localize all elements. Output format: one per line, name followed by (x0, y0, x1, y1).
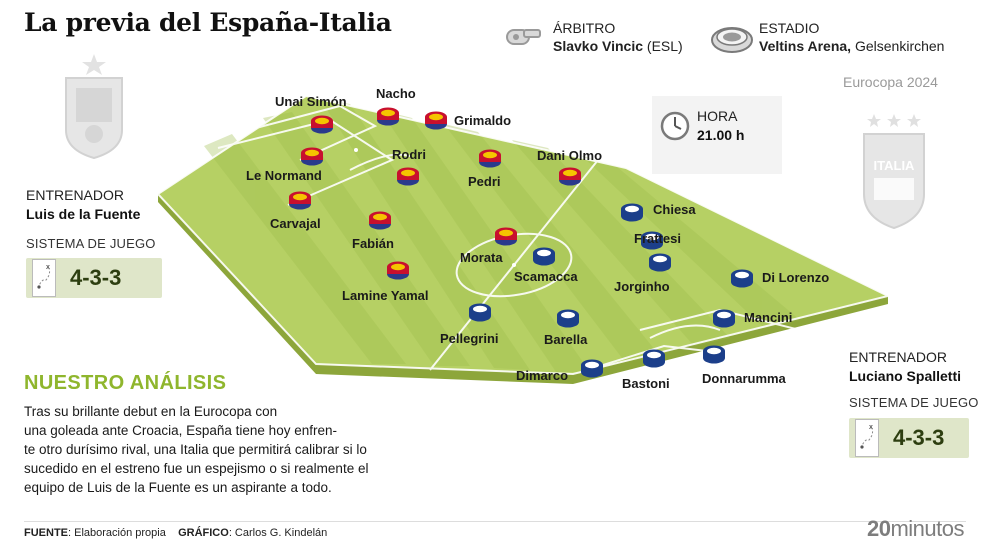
italy-player-name: Mancini (744, 310, 793, 325)
italy-player-marker (556, 307, 580, 334)
page-title: La previa del España-Italia (24, 8, 392, 37)
spain-player-name: Unai Simón (275, 94, 347, 109)
spain-player-marker (310, 113, 334, 140)
italy-player-name: Jorginho (614, 279, 670, 294)
italy-player-name: Donnarumma (702, 371, 786, 386)
italy-player-marker (702, 343, 726, 370)
stadium-icon (711, 27, 753, 53)
spain-player-marker (478, 147, 502, 174)
italy-player-name: Bastoni (622, 376, 670, 391)
time-value: 21.00 h (697, 127, 745, 143)
italy-coach-label: ENTRENADOR (849, 349, 948, 365)
svg-text:x: x (869, 424, 873, 431)
footer-divider (24, 521, 966, 522)
spain-player-marker (376, 105, 400, 132)
spain-system-value: 4-3-3 (70, 265, 122, 290)
time-label: HORA (697, 108, 738, 124)
spain-player-name: Fabián (352, 236, 394, 251)
spain-player-marker (368, 209, 392, 236)
italy-system-value: 4-3-3 (893, 425, 945, 450)
italy-player-marker (620, 201, 644, 228)
italy-crest-icon: ITALIA (863, 114, 925, 230)
analysis-line: una goleada ante Croacia, España tiene h… (24, 423, 337, 438)
italy-system-box: x 4-3-3 (849, 418, 969, 458)
spain-player-marker (386, 259, 410, 286)
spain-player-name: Grimaldo (454, 113, 512, 128)
italy-player-marker (468, 301, 492, 328)
italy-player-name: Barella (544, 332, 588, 347)
spain-player-name: Le Normand (246, 168, 322, 183)
spain-player-name: Carvajal (270, 216, 321, 231)
italy-player-marker (640, 229, 664, 256)
tactics-board-icon: x (855, 419, 879, 457)
spain-player-marker (288, 189, 312, 216)
spain-player-marker (494, 225, 518, 252)
referee-label: ÁRBITRO (553, 20, 616, 36)
spain-player-marker (424, 109, 448, 136)
analysis-line: sucedido en el estreno fue un espejismo … (24, 461, 369, 476)
italy-player-marker (580, 357, 604, 384)
stadium-value: Veltins Arena, Gelsenkirchen (759, 38, 944, 54)
italy-player-marker (712, 307, 736, 334)
analysis-text: Tras su brillante debut en la Eurocopa c… (24, 402, 414, 497)
spain-system-box: x 4-3-3 (26, 258, 162, 298)
spain-player-name: Lamine Yamal (342, 288, 429, 303)
italy-player-name: Dimarco (516, 368, 569, 383)
brand-number: 20 (866, 516, 891, 541)
referee-country: (ESL) (646, 38, 683, 54)
svg-text:x: x (46, 264, 50, 271)
spain-player-name: Nacho (376, 86, 416, 101)
italy-player-name: Di Lorenzo (762, 270, 830, 285)
spain-player-marker (396, 165, 420, 192)
spain-player-name: Rodri (392, 147, 426, 162)
spain-player-name: Morata (460, 250, 503, 265)
spain-coach-name: Luis de la Fuente (26, 206, 141, 222)
spain-player-name: Pedri (468, 174, 501, 189)
analysis-line: Tras su brillante debut en la Eurocopa c… (24, 404, 278, 419)
italy-player-marker (730, 267, 754, 294)
footer-credits: FUENTE: Elaboración propia GRÁFICO: Carl… (24, 527, 327, 539)
spain-system-label: SISTEMA DE JUEGO (26, 236, 156, 251)
stadium-name: Veltins Arena, (759, 38, 852, 54)
italy-player-marker (642, 347, 666, 374)
source-value: : Elaboración propia (68, 527, 166, 539)
italy-player-marker (648, 251, 672, 278)
spain-player-marker (558, 165, 582, 192)
source-label: FUENTE (24, 527, 68, 539)
graphic-value: : Carlos G. Kindelán (228, 527, 328, 539)
spain-player-name: Dani Olmo (537, 148, 603, 163)
graphic-label: GRÁFICO (178, 527, 229, 539)
italy-coach-name: Luciano Spalletti (849, 368, 962, 384)
time-box: HORA 21.00 h (652, 96, 782, 174)
brand-logo: 20minutos (866, 516, 965, 542)
analysis-line: te otro durísimo rival, una Italia que p… (24, 442, 367, 457)
competition-label: Eurocopa 2024 (843, 74, 938, 90)
italy-system-label: SISTEMA DE JUEGO (849, 395, 979, 410)
whistle-icon (506, 29, 541, 45)
brand-word: minutos (890, 516, 964, 541)
referee-name: Slavko Vincic (553, 38, 644, 54)
italy-player-marker (532, 245, 556, 272)
pitch-surface (158, 96, 888, 374)
svg-text:ITALIA: ITALIA (874, 158, 916, 173)
clock-icon (660, 111, 690, 141)
italy-player-name: Pellegrini (440, 331, 499, 346)
spain-crest-icon (65, 54, 123, 160)
italy-player-name: Scamacca (514, 269, 578, 284)
spain-player-marker (300, 145, 324, 172)
italy-player-name: Frattesi (634, 231, 681, 246)
tactics-board-icon: x (32, 259, 56, 297)
italy-player-name: Chiesa (653, 202, 696, 217)
spain-coach-label: ENTRENADOR (26, 187, 125, 203)
stadium-label: ESTADIO (759, 20, 820, 36)
stadium-city: Gelsenkirchen (854, 38, 945, 54)
analysis-line: equipo de Luis de la Fuente es un aspira… (24, 480, 332, 495)
analysis-title: NUESTRO ANÁLISIS (24, 372, 227, 394)
referee-value: Slavko Vincic (ESL) (553, 38, 683, 54)
